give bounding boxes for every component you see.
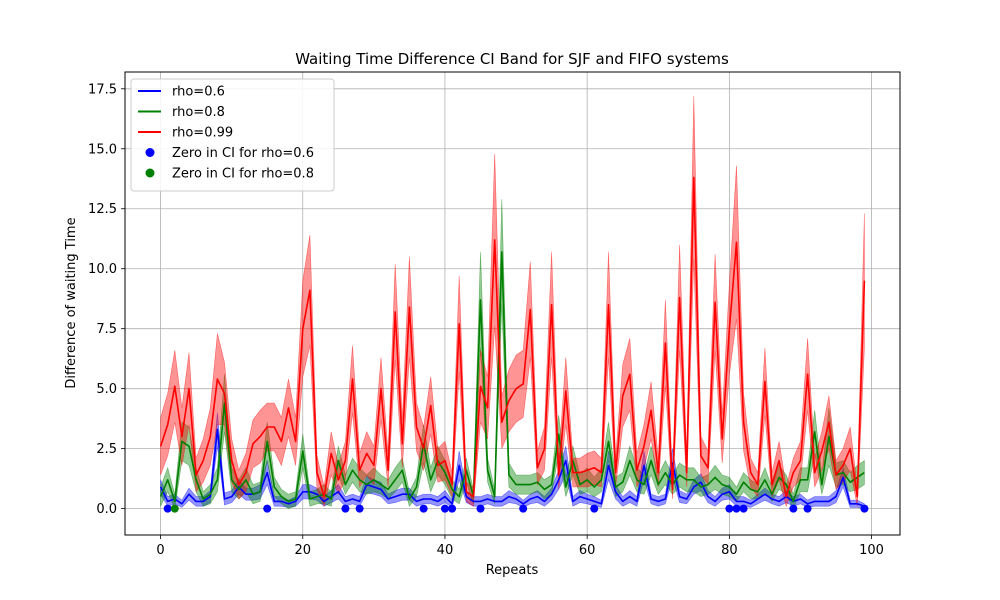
x-tick-label: 80 xyxy=(721,543,738,558)
zero-marker-point xyxy=(263,504,272,513)
zero-marker-point xyxy=(519,504,528,513)
y-axis-title: Difference of waiting Time xyxy=(64,217,79,388)
x-tick-label: 60 xyxy=(579,543,596,558)
x-tick-label: 20 xyxy=(294,543,311,558)
x-tick-label: 0 xyxy=(156,543,164,558)
zero-marker-point xyxy=(341,504,350,513)
x-ticks: 0 20 40 60 80 100 xyxy=(156,535,884,558)
y-tick-label: 17.5 xyxy=(88,82,117,97)
chart-title: Waiting Time Difference CI Band for SJF … xyxy=(295,50,729,68)
y-tick-label: 15.0 xyxy=(88,142,117,157)
zero-marker-point xyxy=(732,504,741,513)
legend-label: rho=0.99 xyxy=(172,126,233,141)
legend-marker-swatch xyxy=(145,148,155,157)
series-line-rho-0-6 xyxy=(159,428,865,507)
legend-box xyxy=(130,78,335,192)
y-tick-label: 10.0 xyxy=(88,262,117,277)
plot-frame xyxy=(124,71,901,536)
series-lines xyxy=(159,176,866,507)
y-tick-label: 2.5 xyxy=(96,442,117,457)
x-axis-title: Repeats xyxy=(486,563,539,578)
grid xyxy=(125,72,900,535)
legend-label: rho=0.8 xyxy=(172,105,225,120)
zero-markers xyxy=(163,504,869,513)
zero-marker-point xyxy=(860,504,869,513)
zero-marker-point xyxy=(476,504,485,513)
x-tick-label: 100 xyxy=(859,543,884,558)
zero-marker-point xyxy=(448,504,457,513)
zero-marker-point xyxy=(725,504,734,513)
y-tick-label: 0.0 xyxy=(96,502,117,517)
zero-marker-point xyxy=(440,504,449,513)
y-tick-label: 5.0 xyxy=(96,382,117,397)
x-tick-label: 40 xyxy=(437,543,454,558)
zero-marker-point xyxy=(739,504,748,513)
zero-marker-point xyxy=(419,504,428,513)
series-line-rho-0-99 xyxy=(159,176,866,498)
legend-marker-swatch xyxy=(145,168,155,178)
y-tick-label: 7.5 xyxy=(96,322,117,337)
legend-label: rho=0.6 xyxy=(172,85,225,100)
zero-marker-point xyxy=(789,504,798,513)
legend-label: Zero in CI for rho=0.6 xyxy=(172,146,314,161)
legend: rho=0.6 rho=0.8 rho=0.99 Zero in CI for rho… xyxy=(130,78,335,192)
series-line-rho-0-8 xyxy=(159,251,865,503)
legend-label: Zero in CI for rho=0.8 xyxy=(172,167,314,182)
y-ticks: 0.0 2.5 5.0 7.5 10.0 12.5 15.0 17.5 xyxy=(88,82,125,517)
zero-marker-point xyxy=(590,504,599,513)
y-tick-label: 12.5 xyxy=(88,202,117,217)
zero-marker-point xyxy=(803,504,812,513)
zero-marker-point xyxy=(170,504,179,513)
zero-marker-point xyxy=(355,504,364,513)
zero-marker-point xyxy=(163,504,172,513)
